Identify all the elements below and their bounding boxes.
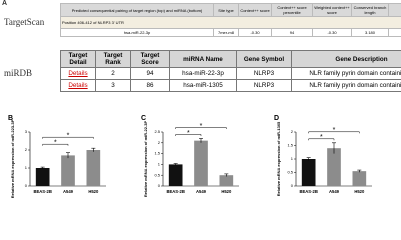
significance-mark: * (333, 127, 336, 134)
y-axis-label: Relative mRNA expression of miR-22-3P (143, 121, 148, 198)
figure: A TargetScan miRDB Predicted consequenti… (2, 0, 401, 199)
x-tick-label: BEAS-2B (33, 189, 51, 194)
cell: Position 406-412 of NLRP3 3' UTR (60, 16, 401, 29)
panel-label: D (274, 115, 279, 122)
significance-bracket (42, 136, 94, 139)
header-cell: Target Detail (60, 50, 96, 68)
y-tick-label: 2 (291, 129, 294, 134)
significance-mark: * (54, 140, 57, 147)
y-tick-label: 2 (25, 147, 28, 152)
row: Position 406-412 of NLRP3 3' UTR (60, 16, 401, 29)
cell: NLR family pyrin domain containing 3 (291, 79, 401, 92)
mirdb-table: Target Detail Target Rank Target Score miRN… (60, 50, 401, 92)
y-tick-label: 2 (158, 140, 161, 145)
x-tick-label: BEAS-2B (166, 189, 184, 194)
header-cell: Gene Description (291, 50, 401, 68)
y-tick-label: 1.5 (287, 143, 293, 148)
significance-bracket (175, 127, 227, 129)
row: hsa-miR-22-3p7mer-m8-0.3094-0.303.1800.3… (60, 28, 401, 37)
bar (194, 140, 208, 186)
bar (301, 159, 316, 186)
y-tick-label: 0 (291, 183, 294, 188)
bar (86, 150, 101, 186)
x-tick-label: H520 (88, 189, 99, 194)
x-tick-label: H520 (221, 189, 232, 194)
cell: Details (60, 79, 96, 92)
bar (35, 168, 50, 186)
significance-bracket (308, 138, 335, 141)
header-cell: Target Rank (95, 50, 131, 68)
header-row: Predicted consequential pairing of targe… (60, 3, 401, 17)
details-link[interactable]: Details (68, 82, 88, 89)
y-tick-label: 0 (158, 183, 161, 188)
header-cell: Pct (388, 3, 401, 17)
bar (61, 155, 75, 186)
header-cell: miRNA Name (169, 50, 237, 68)
y-tick-label: 1 (291, 156, 294, 161)
y-tick-label: 2.5 (154, 129, 160, 134)
header-cell: Weighted context++ score (312, 3, 352, 17)
cell: NLRP3 (236, 79, 292, 92)
header-cell: Target Score (130, 50, 170, 68)
bar (327, 148, 341, 186)
cell: 0.33 (388, 28, 401, 37)
y-tick-label: 0 (25, 183, 28, 188)
x-tick-label: A549 (329, 189, 340, 194)
y-tick-label: 1 (158, 161, 161, 166)
bar (168, 164, 183, 186)
row: Details 3 86 hsa-miR-1305 NLRP3 NLR family py… (60, 79, 401, 92)
significance-mark: * (187, 130, 190, 137)
row: Details 2 94 hsa-miR-22-3p NLRP3 NLR family p… (60, 67, 401, 80)
significance-mark: * (320, 134, 323, 141)
header-row: Target Detail Target Rank Target Score miRN… (60, 50, 401, 68)
significance-mark: * (200, 123, 203, 130)
significance-bracket (308, 131, 360, 134)
x-tick-label: H520 (354, 189, 365, 194)
significance-bracket (175, 134, 202, 136)
panel-label: B (8, 115, 13, 122)
y-tick-label: 0.5 (154, 172, 160, 177)
y-axis-label: Relative mRNA expression of miR-223-3P (10, 119, 15, 198)
y-tick-label: 1.5 (154, 151, 160, 156)
y-tick-label: 0.5 (287, 170, 293, 175)
x-tick-label: A549 (63, 189, 74, 194)
significance-mark: * (67, 133, 70, 140)
source-label: miRDB (4, 68, 33, 78)
y-tick-label: 3 (25, 129, 28, 134)
panel-label: C (141, 115, 146, 122)
bar (219, 175, 234, 186)
x-tick-label: A549 (196, 189, 207, 194)
panel-label: A (2, 0, 8, 7)
header-cell: Context++ score percentile (271, 3, 313, 17)
source-label: TargetScan (4, 17, 45, 27)
x-tick-label: BEAS-2B (299, 189, 317, 194)
details-link[interactable]: Details (68, 70, 88, 77)
bar (352, 171, 367, 186)
y-tick-label: 1 (25, 165, 28, 170)
header-cell: Predicted consequential pairing of targe… (60, 3, 214, 17)
targetscan-table: Predicted consequential pairing of targe… (60, 3, 401, 37)
significance-bracket (42, 143, 69, 146)
y-axis-label: Relative mRNA expression of miR-1305 (276, 121, 281, 196)
